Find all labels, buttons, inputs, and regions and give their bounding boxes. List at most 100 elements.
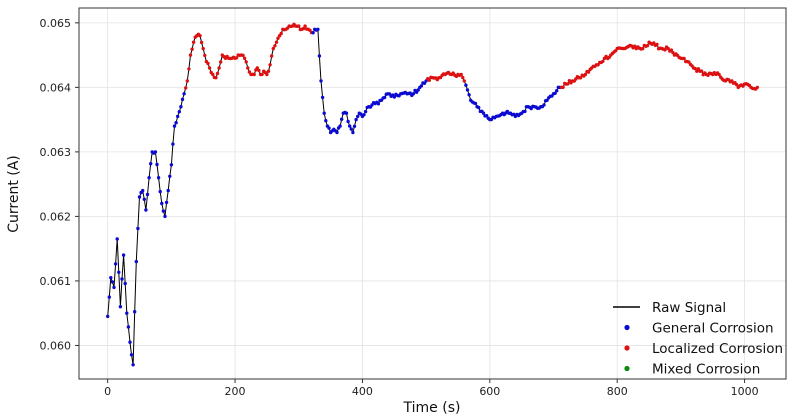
- localized-corrosion-point: [663, 48, 667, 52]
- localized-corrosion-point: [190, 47, 194, 51]
- x-axis-label: Time (s): [403, 400, 461, 416]
- general-corrosion-point: [128, 340, 132, 344]
- localized-corrosion-point: [214, 76, 218, 80]
- localized-corrosion-point: [219, 60, 223, 64]
- general-corrosion-point: [171, 142, 175, 146]
- general-corrosion-point: [344, 111, 349, 115]
- localized-corrosion-point: [260, 72, 264, 77]
- general-corrosion-point: [118, 305, 123, 309]
- localized-corrosion-point: [241, 53, 245, 57]
- x-tick-label: 200: [225, 385, 246, 398]
- localized-corrosion-point: [252, 72, 256, 77]
- localized-corrosion-point: [717, 72, 721, 77]
- general-corrosion-point: [180, 97, 185, 102]
- general-corrosion-point: [149, 162, 153, 166]
- localized-corrosion-point: [641, 46, 645, 51]
- x-tick-label: 0: [104, 385, 111, 398]
- x-tick-label: 400: [352, 385, 373, 398]
- localized-corrosion-point: [265, 72, 269, 77]
- general-corrosion-point: [179, 105, 183, 109]
- y-tick-label: 0.062: [40, 210, 72, 223]
- localized-corrosion-point: [699, 69, 704, 73]
- localized-corrosion-point: [268, 63, 272, 67]
- legend-dot-swatch: [624, 324, 630, 331]
- general-corrosion-point: [156, 176, 161, 180]
- general-corrosion-point: [392, 95, 396, 99]
- classified-points-layer: [106, 22, 759, 367]
- general-corrosion-point: [182, 92, 186, 96]
- general-corrosion-point: [117, 270, 121, 274]
- localized-corrosion-point: [198, 34, 202, 38]
- localized-corrosion-point: [201, 46, 205, 51]
- y-axis-ticks: 0.060 0.061 0.062 0.063 0.064 0.065: [40, 17, 79, 352]
- localized-corrosion-point: [270, 54, 274, 58]
- general-corrosion-point: [172, 124, 177, 128]
- localized-corrosion-point: [234, 56, 239, 60]
- general-corrosion-point: [136, 226, 140, 231]
- general-corrosion-point: [112, 285, 116, 290]
- general-corrosion-point: [340, 117, 344, 121]
- general-corrosion-point: [168, 174, 172, 178]
- localized-corrosion-point: [578, 76, 583, 80]
- general-corrosion-point: [113, 262, 118, 266]
- localized-corrosion-point: [203, 53, 207, 58]
- general-corrosion-point: [123, 281, 127, 286]
- general-corrosion-point: [131, 363, 135, 367]
- general-corrosion-point: [134, 259, 138, 264]
- general-corrosion-point: [356, 114, 360, 119]
- legend-entry-label: Raw Signal: [652, 300, 726, 316]
- localized-corrosion-point: [693, 66, 697, 71]
- localized-corrosion-point: [191, 40, 196, 44]
- legend-entry-label: Localized Corrosion: [652, 341, 783, 357]
- localized-corrosion-point: [755, 85, 759, 90]
- general-corrosion-point: [473, 101, 478, 106]
- general-corrosion-point: [354, 117, 358, 122]
- localized-corrosion-point: [255, 66, 259, 70]
- x-tick-label: 1000: [731, 385, 759, 398]
- general-corrosion-point: [141, 188, 145, 193]
- localized-corrosion-point: [566, 82, 570, 86]
- general-corrosion-point: [115, 237, 119, 241]
- x-axis-ticks: 0 200 400 600 800 1000: [104, 379, 759, 398]
- general-corrosion-point: [129, 353, 134, 357]
- localized-corrosion-point: [199, 40, 204, 45]
- localized-corrosion-point: [266, 69, 271, 73]
- general-corrosion-point: [376, 102, 381, 106]
- localized-corrosion-point: [244, 60, 248, 64]
- localized-corrosion-point: [301, 26, 306, 31]
- general-corrosion-point: [324, 119, 328, 123]
- localized-corrosion-point: [257, 68, 261, 73]
- general-corrosion-point: [107, 295, 112, 299]
- general-corrosion-point: [383, 95, 387, 100]
- general-corrosion-point: [120, 277, 124, 281]
- general-corrosion-point: [106, 314, 110, 319]
- y-tick-label: 0.061: [40, 275, 72, 288]
- general-corrosion-point: [555, 89, 559, 93]
- general-corrosion-point: [126, 325, 131, 329]
- general-corrosion-point: [363, 109, 368, 114]
- general-corrosion-point: [362, 113, 366, 117]
- localized-corrosion-point: [734, 83, 739, 87]
- localized-corrosion-point: [583, 72, 588, 77]
- localized-corrosion-point: [184, 86, 188, 90]
- general-corrosion-point: [137, 195, 142, 199]
- general-corrosion-point: [545, 98, 549, 103]
- localized-corrosion-point: [247, 70, 252, 74]
- general-corrosion-point: [169, 163, 174, 167]
- localized-corrosion-point: [211, 72, 215, 77]
- general-corrosion-point: [177, 110, 181, 114]
- legend-entry-label: General Corrosion: [652, 321, 774, 337]
- localized-corrosion-point: [461, 75, 465, 80]
- general-corrosion-point: [348, 124, 352, 128]
- general-corrosion-point: [416, 88, 420, 92]
- legend-dot-swatch: [624, 345, 630, 351]
- general-corrosion-point: [523, 109, 527, 114]
- general-corrosion-point: [320, 95, 325, 100]
- localized-corrosion-point: [652, 41, 656, 45]
- general-corrosion-point: [542, 103, 546, 107]
- general-corrosion-point: [484, 114, 489, 118]
- general-corrosion-point: [327, 126, 331, 130]
- general-corrosion-point: [176, 114, 180, 119]
- legend: Raw Signal General Corrosion Localized Cor…: [613, 300, 783, 378]
- localized-corrosion-point: [682, 56, 686, 61]
